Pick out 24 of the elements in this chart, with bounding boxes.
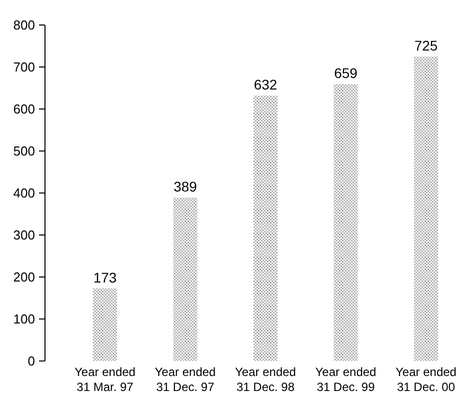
y-tick-label: 200 <box>13 270 35 285</box>
data-label: 725 <box>414 38 438 54</box>
y-tick-label: 100 <box>13 312 35 327</box>
y-tick-label: 800 <box>13 18 35 33</box>
x-tick-label: Year ended 31 Dec. 00 <box>396 365 456 394</box>
x-tick-label: Year ended 31 Mar. 97 <box>74 365 136 394</box>
y-tick-label: 400 <box>13 186 35 201</box>
x-tick-label: Year ended 31 Dec. 98 <box>235 365 296 394</box>
bar <box>173 198 198 361</box>
y-tick-label: 500 <box>13 144 35 159</box>
data-label: 659 <box>334 65 358 82</box>
data-label: 389 <box>174 178 198 195</box>
bar <box>93 288 117 361</box>
bar <box>334 84 358 361</box>
data-label: 173 <box>93 269 117 286</box>
data-label: 632 <box>254 76 278 93</box>
y-tick-label: 0 <box>28 354 35 369</box>
y-tick-label: 300 <box>13 228 35 243</box>
y-tick-label: 700 <box>13 60 35 75</box>
y-tick-label: 600 <box>13 102 35 117</box>
bar <box>414 56 438 361</box>
bar <box>254 96 278 361</box>
x-tick-label: Year ended 31 Dec. 99 <box>315 365 376 394</box>
x-tick-label: Year ended 31 Dec. 97 <box>154 365 216 394</box>
